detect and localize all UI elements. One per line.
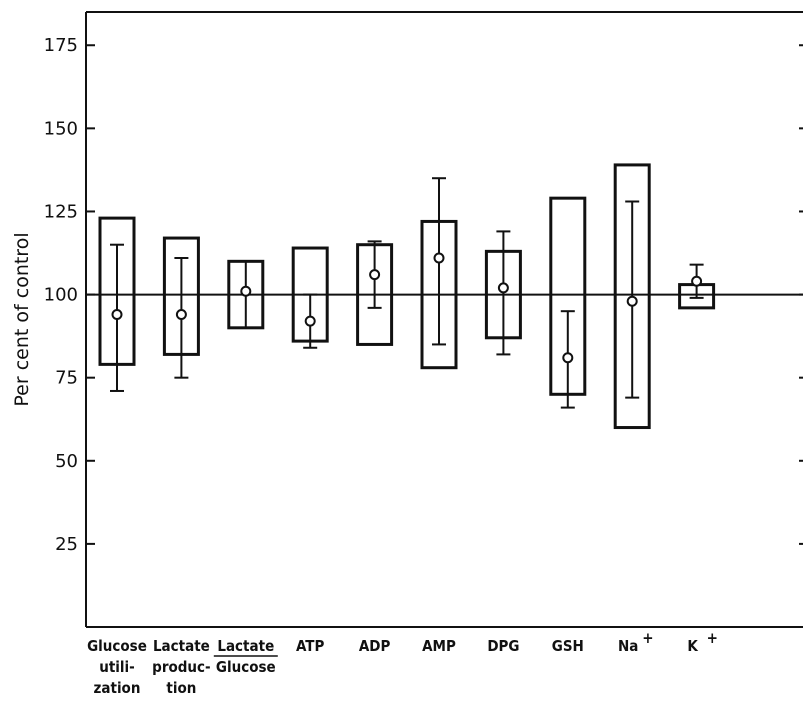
box-group (291, 246, 329, 349)
box-group (162, 236, 200, 379)
range-box (613, 163, 651, 430)
box-group (678, 263, 716, 310)
x-label-denominator: Glucose (216, 658, 276, 676)
x-label-line: produc- (152, 658, 210, 676)
mean-point (304, 315, 316, 327)
mean-point (369, 269, 381, 281)
mean-point (497, 282, 509, 294)
box-group (549, 196, 587, 409)
x-label-line: tion (166, 679, 196, 697)
x-label-numerator: Lactate (217, 637, 274, 655)
x-category-label: AMP (422, 637, 456, 655)
x-category-label: GSH (552, 637, 584, 655)
x-category-label: Glucose utili-zation (87, 637, 147, 697)
mean-point (433, 252, 445, 264)
x-label-line: Lactate (153, 637, 210, 655)
x-label-line: utili- (99, 658, 135, 676)
x-category-label: Lactate Glucose (213, 637, 278, 676)
y-tick-label: 150 (44, 118, 78, 139)
x-category-label: Na + (618, 629, 654, 655)
x-label-text: K (687, 637, 698, 655)
x-label-text: Na (618, 637, 638, 655)
y-tick-label: 125 (44, 201, 78, 222)
mean-point (691, 275, 703, 287)
x-label-superscript: + (642, 629, 653, 647)
x-label-line: DPG (487, 637, 519, 655)
box-group (484, 230, 522, 356)
x-label-line: zation (94, 679, 141, 697)
y-tick-label: 75 (55, 368, 78, 389)
x-label-line: ATP (296, 637, 324, 655)
y-tick-label: 175 (44, 35, 78, 56)
x-category-label: DPG (487, 637, 519, 655)
box-group (613, 163, 651, 430)
mean-point (111, 309, 123, 321)
x-label-line: AMP (422, 637, 456, 655)
box-group (356, 240, 394, 346)
y-tick-label: 100 (44, 285, 78, 306)
x-label-superscript: + (707, 629, 718, 647)
x-category-label: ADP (359, 637, 391, 655)
y-tick-label: 25 (55, 534, 78, 555)
y-tick-label: 50 (55, 451, 78, 472)
box-group (227, 259, 265, 330)
x-label-line: GSH (552, 637, 584, 655)
x-label-line: Glucose (87, 637, 147, 655)
mean-point (175, 309, 187, 321)
box-group (420, 177, 458, 370)
y-axis-label: Per cent of control (11, 232, 33, 406)
x-category-label: Lactate produc-tion (152, 637, 210, 697)
x-category-label: ATP (296, 637, 324, 655)
box-group (98, 216, 136, 392)
x-category-label: K + (687, 629, 718, 655)
mean-point (240, 285, 252, 297)
x-label-line: ADP (359, 637, 391, 655)
mean-point (562, 352, 574, 364)
mean-point (626, 295, 638, 307)
